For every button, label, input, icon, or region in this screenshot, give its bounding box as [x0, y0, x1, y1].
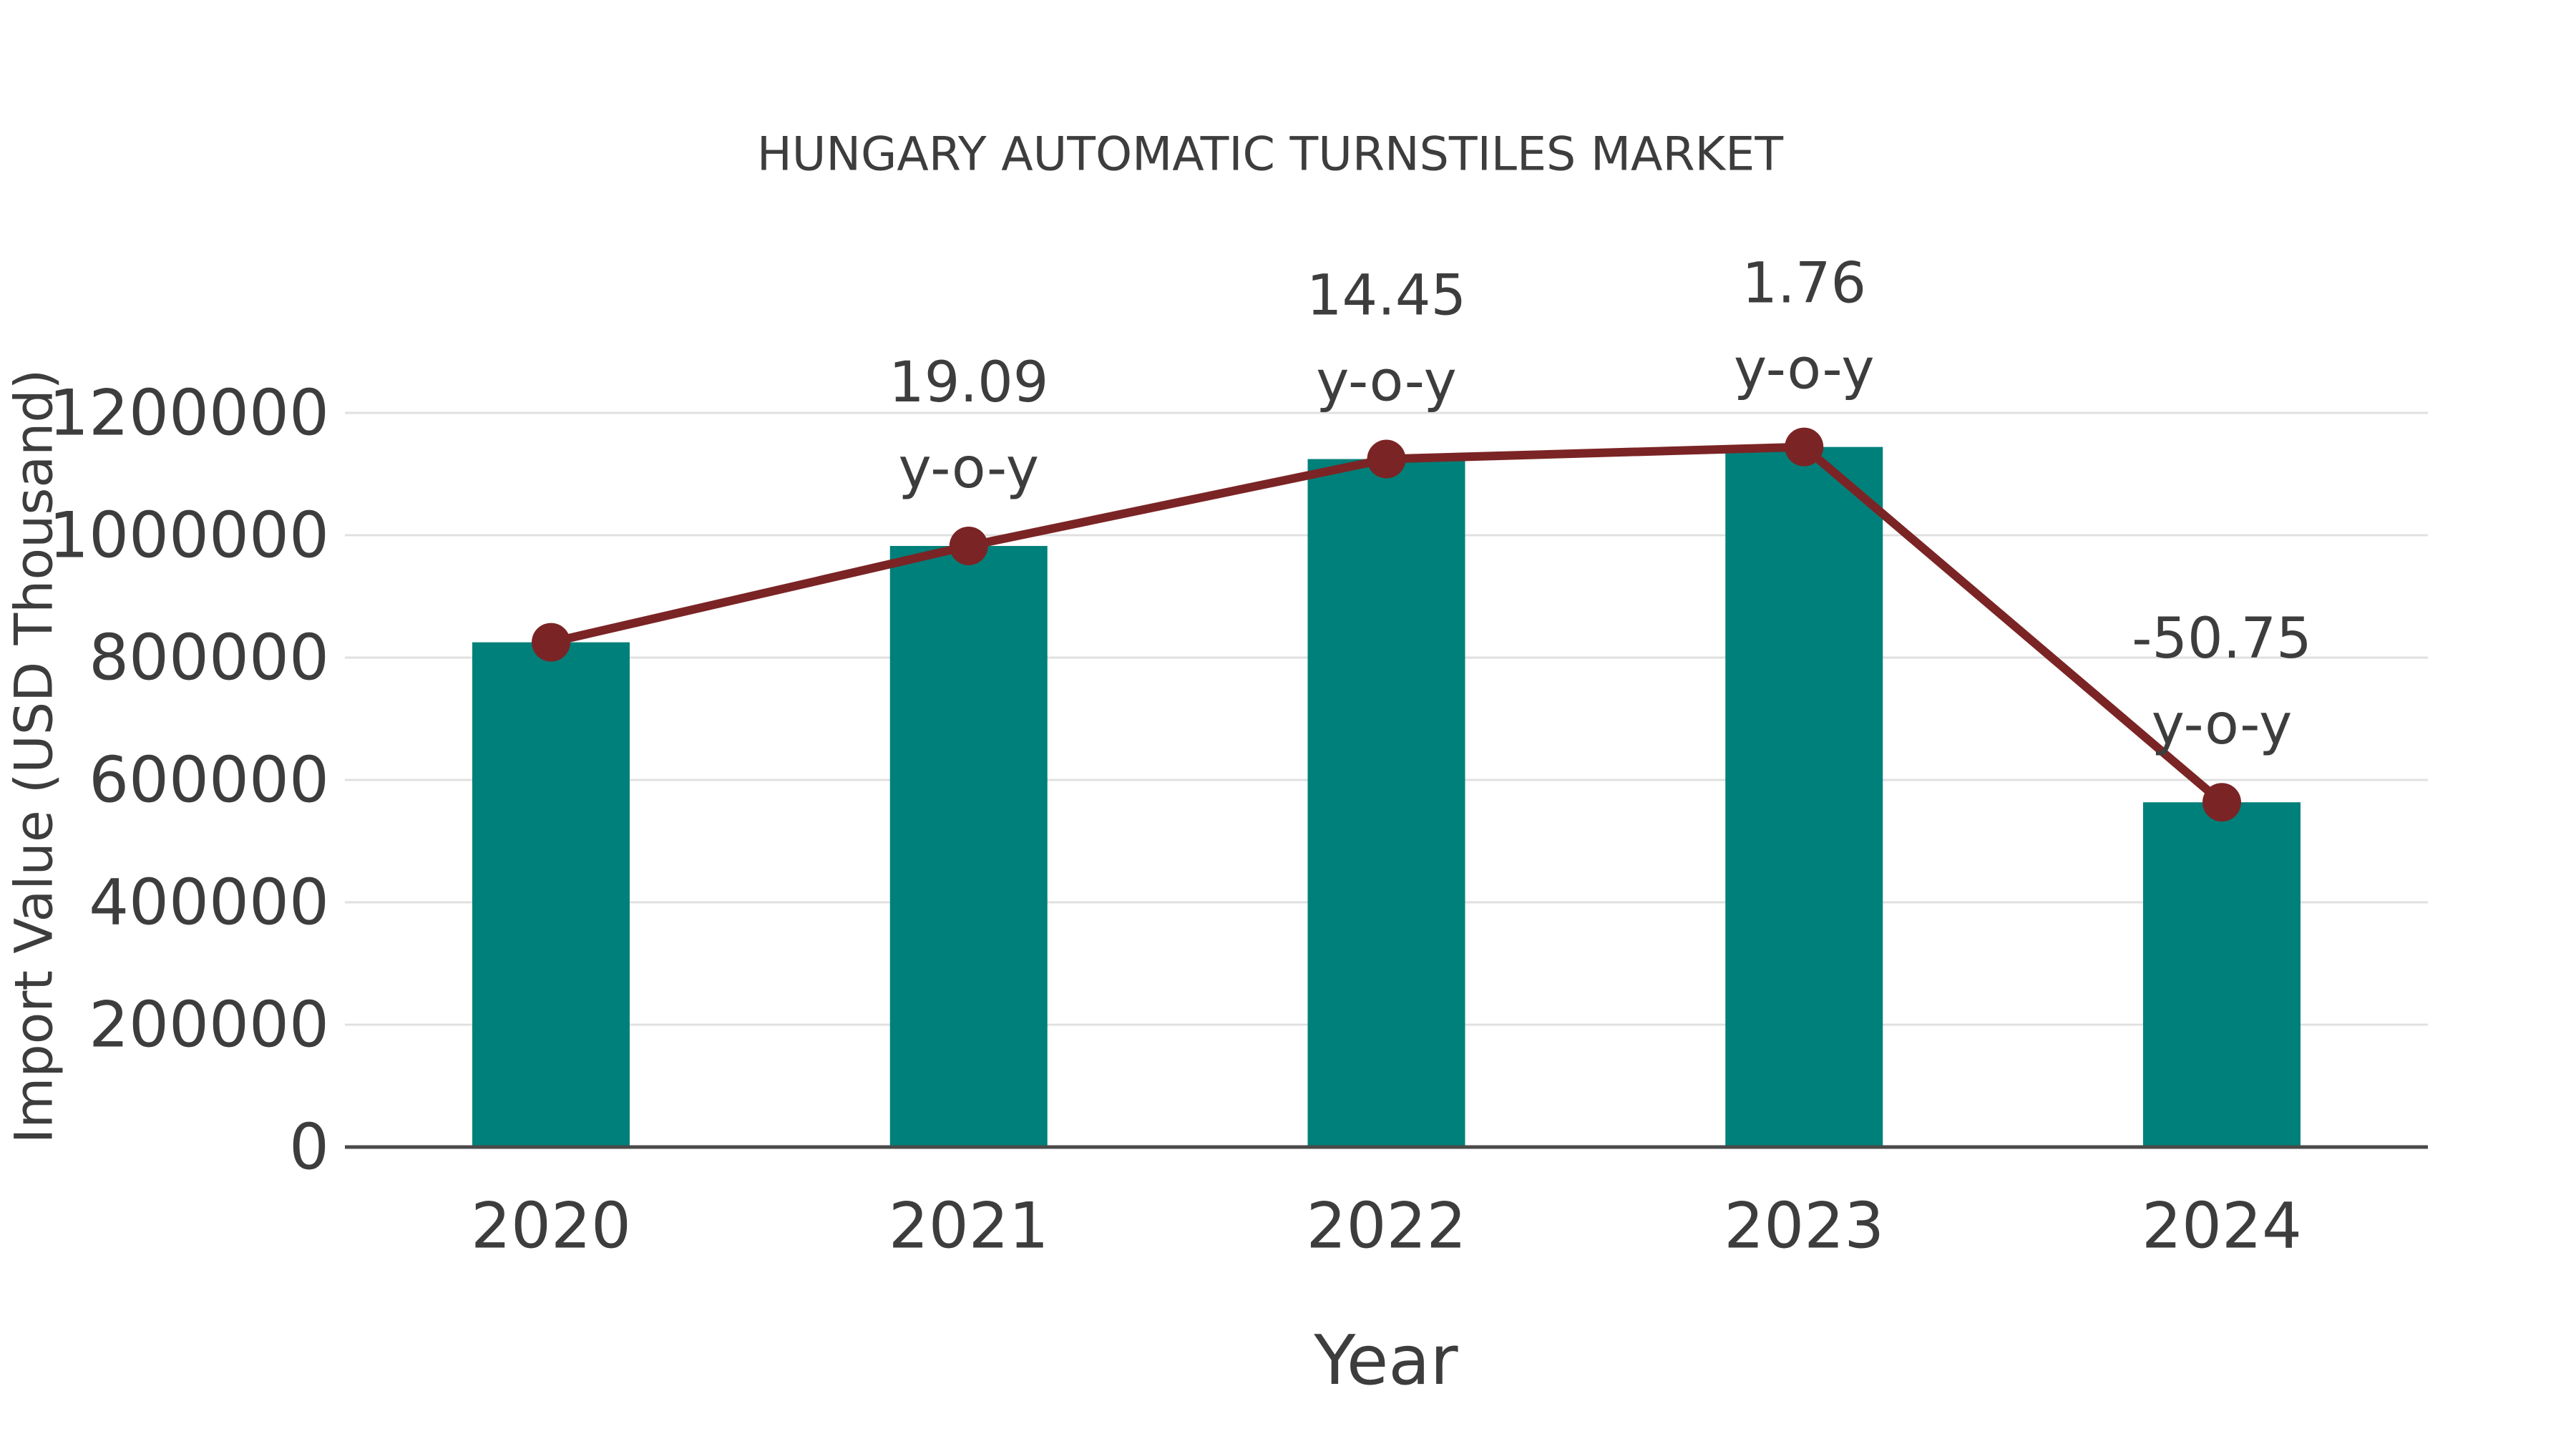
yoy-value-label: 14.45: [1307, 264, 1466, 328]
y-tick-label: 200000: [89, 988, 329, 1062]
x-tick-label: 2023: [1724, 1189, 1884, 1263]
yoy-suffix-label: y-o-y: [2152, 693, 2293, 757]
yoy-marker-2021: [949, 526, 988, 565]
yoy-marker-2023: [1785, 427, 1824, 467]
yoy-value-label: 1.76: [1742, 252, 1866, 316]
y-tick-label: 800000: [89, 621, 329, 695]
x-tick-label: 2021: [889, 1189, 1049, 1263]
yoy-suffix-label: y-o-y: [1734, 338, 1875, 402]
bar-series: [472, 447, 2301, 1147]
x-tick-label: 2020: [471, 1189, 631, 1263]
yoy-line-series: [532, 427, 2241, 822]
x-tick-labels: 2020 2021 2022 2023 2024: [471, 1189, 2302, 1263]
yoy-value-label: 19.09: [889, 351, 1048, 415]
yoy-annotations: 19.09 y-o-y 14.45 y-o-y 1.76 y-o-y -50.75 y-o-y: [889, 252, 2312, 758]
y-tick-label: 400000: [89, 866, 329, 940]
y-axis-title: Import Value (USD Thousand): [4, 369, 65, 1143]
bar-2024: [2143, 802, 2301, 1147]
yoy-marker-2020: [532, 623, 570, 662]
bar-2020: [472, 642, 630, 1147]
chart-title: HUNGARY AUTOMATIC TURNSTILES MARKET: [757, 128, 1783, 182]
y-tick-label: 1000000: [49, 499, 329, 572]
yoy-suffix-label: y-o-y: [1316, 350, 1457, 414]
y-tick-label: 0: [289, 1111, 329, 1184]
y-tick-label: 600000: [89, 743, 329, 817]
x-tick-label: 2022: [1307, 1189, 1467, 1263]
y-tick-label: 1200000: [49, 376, 329, 450]
yoy-suffix-label: y-o-y: [899, 436, 1040, 501]
bar-2022: [1307, 459, 1465, 1147]
x-tick-label: 2024: [2142, 1189, 2302, 1263]
x-axis-title: Year: [1313, 1322, 1458, 1400]
yoy-marker-2024: [2202, 783, 2241, 822]
bar-2023: [1725, 447, 1883, 1147]
yoy-value-label: -50.75: [2132, 607, 2311, 671]
yoy-marker-2022: [1367, 439, 1406, 479]
y-tick-labels: 0 200000 400000 600000 800000 1000000 1200000: [49, 376, 329, 1184]
bar-2021: [889, 545, 1048, 1147]
